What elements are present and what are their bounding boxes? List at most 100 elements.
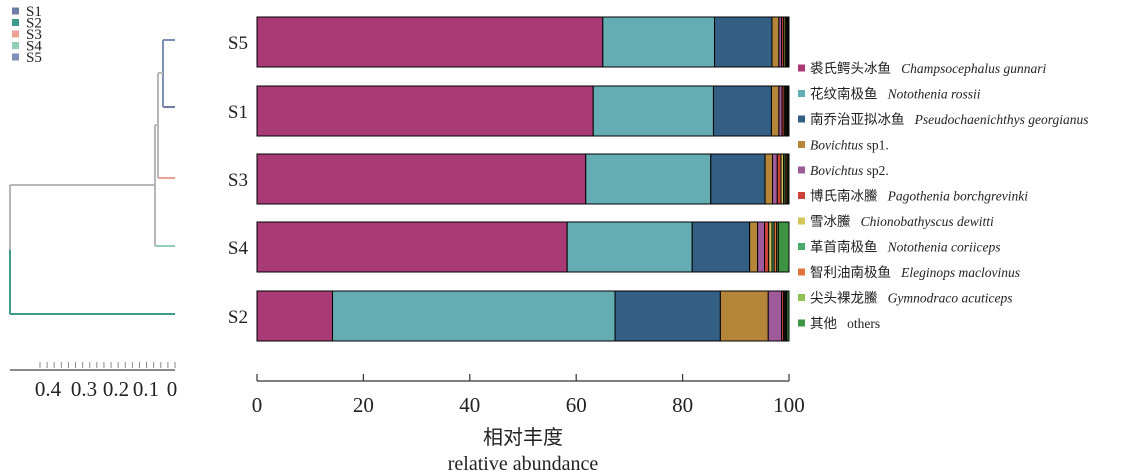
x-axis-label-cn: 相对丰度 [483, 426, 563, 449]
legend-swatch-0 [798, 64, 805, 72]
tree-scale-tick-label: 0.1 [133, 377, 159, 401]
bar-s4-seg-10 [777, 221, 790, 273]
legend-name-latin: Eleginops maclovinus [900, 265, 1020, 280]
legend-label-3: Bovichtus sp1. [810, 138, 889, 153]
sample-label-s5: S5 [228, 33, 248, 54]
legend-gap [878, 240, 888, 255]
bar-s1-seg-1 [592, 85, 714, 137]
legend-gap [878, 291, 888, 306]
tree-scale-tick-label: 0.3 [71, 377, 97, 401]
x-tick-label: 0 [252, 393, 263, 417]
sample-labels: S5 S1 S3 S4 S2 [228, 33, 249, 328]
legend-name-latin: Notothenia coriiceps [887, 240, 1001, 255]
legend-gap [905, 112, 915, 127]
legend-name-suffix: sp2. [863, 163, 889, 178]
legend-label-2: 南乔治亚拟冰鱼 Pseudochaenichthys georgianus [810, 111, 1088, 127]
tree-legend-swatch-s5 [12, 53, 19, 61]
legend-label-0: 裘氏鳄头冰鱼 Champsocephalus gunnari [810, 60, 1046, 76]
bar-s1-seg-10 [787, 85, 790, 137]
legend-label-7: 革首南极鱼 Notothenia coriiceps [810, 239, 1000, 255]
sample-label-s3: S3 [228, 170, 248, 191]
bar-s3-seg-4 [772, 153, 778, 205]
bar-s5-seg-1 [602, 16, 716, 68]
legend-swatch-4 [798, 166, 805, 174]
x-tick-label: 20 [353, 393, 374, 417]
tree-scale: 0.4 0.3 0.2 0.1 0 [10, 362, 177, 401]
bar-s1-seg-2 [712, 85, 772, 137]
x-tick-label: 40 [459, 393, 480, 417]
tree-legend-label-s2: S2 [26, 16, 42, 32]
legend-swatch-3 [798, 141, 805, 148]
legend-label-5: 博氏南冰鰧 Pagothenia borchgrevinki [810, 188, 1028, 204]
legend-name-cn: 雪冰鰧 [810, 213, 851, 229]
tree-legend-label-s5: S5 [26, 50, 42, 66]
legend-swatch-1 [798, 90, 805, 97]
tree-scale-tick-label: 0 [167, 377, 178, 401]
legend-name-latin: Chionobathyscus dewitti [861, 214, 994, 229]
legend-swatch-6 [798, 217, 805, 225]
bar-s2-seg-0 [256, 290, 334, 342]
stacked-bar-plot [256, 16, 790, 342]
legend-name-latin: Bovichtus [810, 138, 863, 153]
legend-name-latin: Bovichtus [810, 163, 863, 178]
legend-gap [891, 265, 901, 280]
legend-name-cn: 其他 [810, 316, 837, 331]
legend-name-suffix: sp1. [863, 138, 889, 153]
bar-s3-seg-3 [764, 153, 774, 205]
tree-scale-tick-label: 0.2 [103, 377, 129, 401]
legend-label-9: 尖头裸龙鰧 Gymnodraco acuticeps [810, 290, 1012, 306]
legend-name-latin: Pseudochaenichthys georgianus [914, 112, 1089, 127]
legend-name-cn: 尖头裸龙鰧 [810, 290, 878, 306]
bar-s3-seg-1 [585, 153, 712, 205]
sample-label-s4: S4 [228, 238, 249, 259]
bar-s3-seg-10 [787, 153, 790, 205]
legend-name-latin: Notothenia rossii [887, 87, 981, 102]
species-legend: 裘氏鳄头冰鱼 Champsocephalus gunnari 花纹南极鱼 Noto… [798, 60, 1088, 331]
legend-label-8: 智利油南极鱼 Eleginops maclovinus [810, 264, 1020, 280]
bar-s4-seg-1 [566, 221, 693, 273]
x-axis: 0 20 40 60 80 100 相对丰度 relative abundance [252, 374, 805, 475]
legend-swatch-5 [798, 192, 805, 199]
bar-s3-seg-5 [776, 153, 782, 205]
legend-name-latin: Pagothenia borchgrevinki [887, 189, 1029, 204]
bar-s5-seg-3 [771, 16, 780, 68]
x-axis-label-en: relative abundance [448, 453, 599, 475]
tree-legend-swatch-s1 [12, 7, 19, 15]
bar-s5-seg-10 [787, 16, 790, 68]
bar-s2-seg-1 [332, 290, 616, 342]
bar-s3-seg-0 [256, 153, 587, 205]
legend-label-1: 花纹南极鱼 Notothenia rossii [810, 86, 981, 102]
bar-s5-seg-2 [714, 16, 773, 68]
legend-swatch-10 [798, 319, 805, 327]
legend-name-cn: 花纹南极鱼 [810, 86, 878, 102]
x-tick-label: 100 [773, 393, 805, 417]
legend-swatch-2 [798, 115, 805, 123]
legend-gap [878, 189, 888, 204]
legend-name-latin: Champsocephalus gunnari [901, 61, 1046, 76]
legend-name-latin: others [847, 316, 880, 331]
legend-label-6: 雪冰鰧 Chionobathyscus dewitti [810, 213, 994, 229]
legend-gap [891, 61, 901, 76]
bar-s3-seg-2 [710, 153, 766, 205]
bar-s4-seg-3 [749, 221, 759, 273]
bar-s2-seg-2 [614, 290, 721, 342]
tree-legend-label-s1: S1 [26, 4, 42, 20]
tree-scale-tick-label: 0.4 [35, 377, 62, 401]
bar-s4-seg-4 [757, 221, 766, 273]
legend-name-cn: 南乔治亚拟冰鱼 [810, 111, 905, 127]
sample-label-s1: S1 [228, 102, 248, 123]
tree-legend-label-s4: S4 [26, 39, 42, 55]
legend-name-cn: 革首南极鱼 [810, 239, 878, 255]
bar-s2-seg-4 [767, 290, 783, 342]
dendrogram [9, 39, 175, 315]
bar-s4-seg-0 [256, 221, 568, 273]
x-tick-label: 80 [672, 393, 693, 417]
legend-swatch-7 [798, 243, 805, 250]
tree-legend-swatch-s2 [12, 19, 19, 26]
legend-gap [851, 214, 861, 229]
sample-label-s2: S2 [228, 307, 248, 328]
legend-label-10: 其他 others [810, 316, 880, 331]
legend-swatch-8 [798, 268, 805, 276]
bar-s2-seg-3 [719, 290, 769, 342]
